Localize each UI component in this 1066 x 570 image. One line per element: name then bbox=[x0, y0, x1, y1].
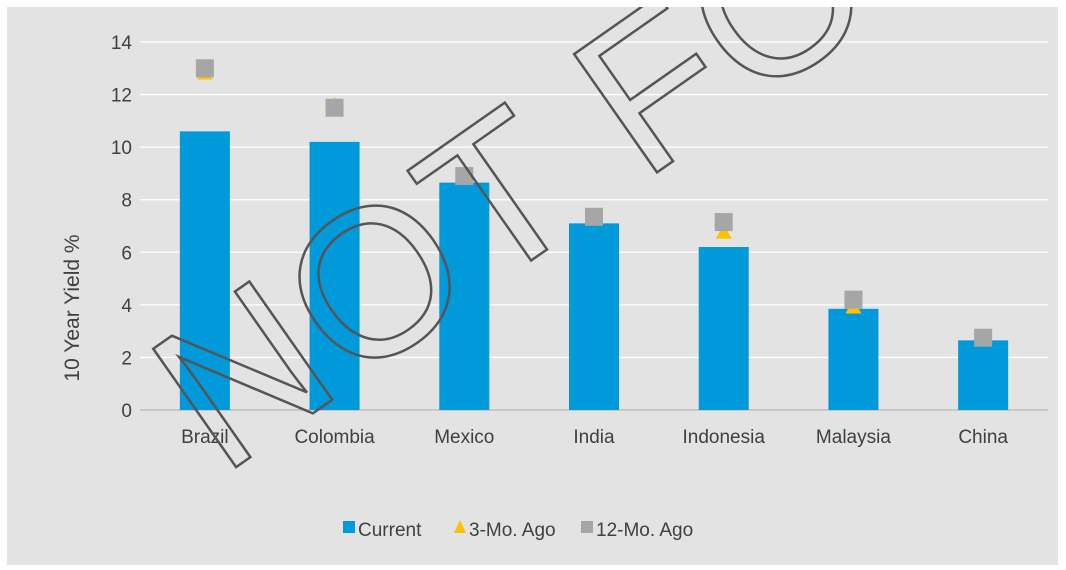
marker-12mo-ago bbox=[455, 167, 474, 186]
legend-label: 3-Mo. Ago bbox=[469, 520, 556, 541]
y-tick-label: 4 bbox=[121, 296, 132, 317]
marker-12mo-ago bbox=[974, 328, 993, 347]
legend-swatch-current bbox=[343, 521, 355, 533]
y-tick-label: 2 bbox=[121, 348, 132, 369]
x-tick-label: China bbox=[958, 427, 1008, 448]
legend-swatch-3mo bbox=[454, 520, 466, 533]
bar-current bbox=[698, 247, 749, 410]
chart-panel: 0 2 4 6 8 10 12 14 Brazil Colombia Mexico India Ind… bbox=[7, 7, 1058, 565]
bar-current bbox=[828, 308, 879, 410]
bar-current bbox=[958, 340, 1009, 410]
current-bars bbox=[179, 131, 1009, 410]
y-tick-label: 0 bbox=[121, 401, 132, 422]
y-tick-label: 14 bbox=[111, 33, 133, 54]
legend-label: Current bbox=[358, 520, 422, 541]
bar-chart: 0 2 4 6 8 10 12 14 Brazil Colombia Mexico India Ind… bbox=[61, 7, 1058, 541]
legend-swatch-12mo bbox=[581, 521, 593, 533]
x-tick-label: Indonesia bbox=[683, 427, 766, 448]
x-tick-label: Brazil bbox=[181, 427, 229, 448]
legend: Current 3-Mo. Ago 12-Mo. Ago bbox=[343, 520, 693, 541]
y-tick-label: 12 bbox=[111, 86, 132, 107]
y-axis-title: 10 Year Yield % bbox=[61, 234, 84, 381]
x-tick-label: Colombia bbox=[294, 427, 375, 448]
x-tick-label: Malaysia bbox=[816, 427, 891, 448]
marker-3mo-ago bbox=[715, 224, 732, 239]
x-tick-label: Mexico bbox=[434, 427, 494, 448]
y-tick-label: 6 bbox=[121, 243, 132, 264]
y-axis-ticks: 0 2 4 6 8 10 12 14 bbox=[111, 33, 133, 422]
y-tick-label: 10 bbox=[111, 138, 132, 159]
legend-label: 12-Mo. Ago bbox=[596, 520, 693, 541]
marker-12mo-ago bbox=[844, 290, 863, 309]
history-markers bbox=[195, 59, 993, 347]
x-tick-label: India bbox=[573, 427, 615, 448]
bar-current bbox=[309, 141, 360, 410]
marker-12mo-ago bbox=[585, 207, 603, 226]
y-tick-label: 8 bbox=[121, 191, 132, 212]
bar-current bbox=[569, 223, 619, 410]
x-axis-ticks: Brazil Colombia Mexico India Indonesia Malays… bbox=[181, 427, 1008, 448]
bar-current bbox=[179, 131, 230, 410]
marker-12mo-ago bbox=[714, 213, 733, 232]
marker-12mo-ago bbox=[195, 59, 214, 78]
bar-current bbox=[439, 182, 490, 410]
marker-12mo-ago bbox=[325, 98, 344, 117]
